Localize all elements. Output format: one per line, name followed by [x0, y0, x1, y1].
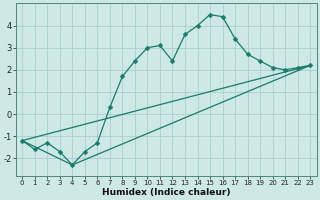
X-axis label: Humidex (Indice chaleur): Humidex (Indice chaleur)	[102, 188, 230, 197]
